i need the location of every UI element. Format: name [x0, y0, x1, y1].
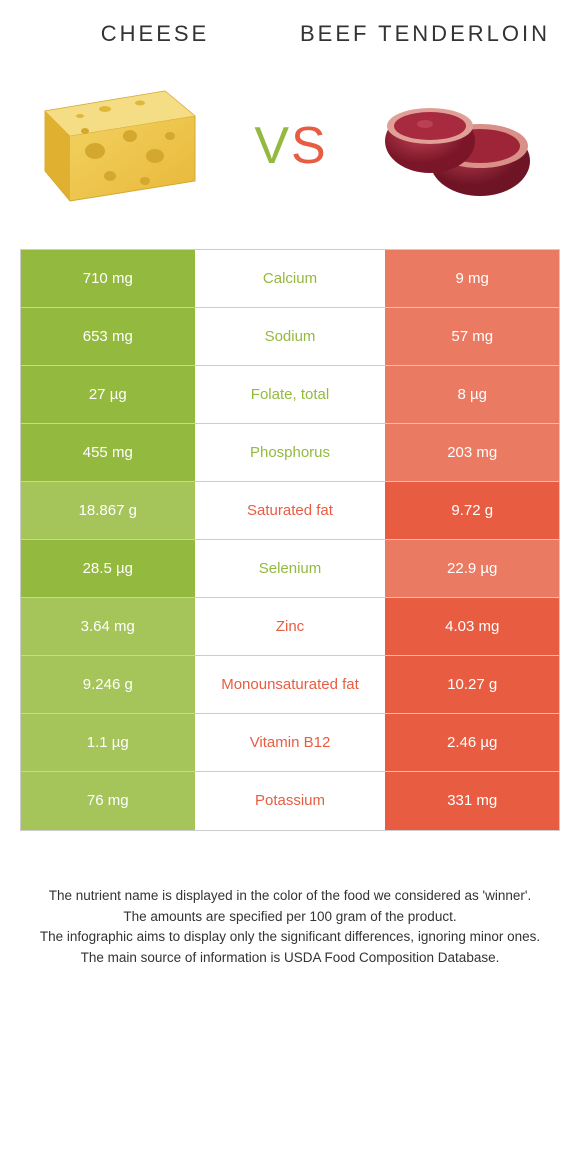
- footer-line-2: The amounts are specified per 100 gram o…: [30, 907, 550, 928]
- cell-right-value: 4.03 mg: [385, 598, 559, 655]
- footer-line-4: The main source of information is USDA F…: [30, 948, 550, 969]
- beef-image: [370, 76, 550, 216]
- vs-row: VS: [0, 59, 580, 249]
- cell-nutrient-name: Calcium: [195, 250, 386, 307]
- table-row: 27 µgFolate, total8 µg: [21, 366, 559, 424]
- cell-nutrient-name: Vitamin B12: [195, 714, 386, 771]
- cell-nutrient-name: Folate, total: [195, 366, 386, 423]
- cell-left-value: 455 mg: [21, 424, 195, 481]
- cheese-image: [30, 76, 210, 216]
- cell-right-value: 22.9 µg: [385, 540, 559, 597]
- cell-nutrient-name: Potassium: [195, 772, 386, 830]
- table-row: 76 mgPotassium331 mg: [21, 772, 559, 830]
- table-row: 710 mgCalcium9 mg: [21, 250, 559, 308]
- footer-line-1: The nutrient name is displayed in the co…: [30, 886, 550, 907]
- cell-right-value: 9 mg: [385, 250, 559, 307]
- cell-left-value: 9.246 g: [21, 656, 195, 713]
- table-row: 653 mgSodium57 mg: [21, 308, 559, 366]
- cell-nutrient-name: Saturated fat: [195, 482, 386, 539]
- cell-nutrient-name: Selenium: [195, 540, 386, 597]
- vs-v: V: [254, 116, 289, 176]
- cell-left-value: 710 mg: [21, 250, 195, 307]
- cell-left-value: 653 mg: [21, 308, 195, 365]
- footer-notes: The nutrient name is displayed in the co…: [0, 831, 580, 990]
- vs-s: S: [291, 116, 326, 176]
- header: Cheese Beef tenderloin: [0, 0, 580, 59]
- cell-nutrient-name: Phosphorus: [195, 424, 386, 481]
- cell-left-value: 76 mg: [21, 772, 195, 830]
- vs-label: VS: [254, 116, 325, 176]
- table-row: 3.64 mgZinc4.03 mg: [21, 598, 559, 656]
- cell-nutrient-name: Monounsaturated fat: [195, 656, 386, 713]
- cell-right-value: 203 mg: [385, 424, 559, 481]
- cell-left-value: 18.867 g: [21, 482, 195, 539]
- cell-left-value: 3.64 mg: [21, 598, 195, 655]
- cell-left-value: 1.1 µg: [21, 714, 195, 771]
- cell-right-value: 57 mg: [385, 308, 559, 365]
- cell-right-value: 10.27 g: [385, 656, 559, 713]
- cell-right-value: 2.46 µg: [385, 714, 559, 771]
- cell-left-value: 27 µg: [21, 366, 195, 423]
- nutrient-table: 710 mgCalcium9 mg653 mgSodium57 mg27 µgF…: [20, 249, 560, 831]
- table-row: 9.246 gMonounsaturated fat10.27 g: [21, 656, 559, 714]
- header-left-title: Cheese: [20, 20, 290, 49]
- cell-right-value: 331 mg: [385, 772, 559, 830]
- table-row: 18.867 gSaturated fat9.72 g: [21, 482, 559, 540]
- table-row: 28.5 µgSelenium22.9 µg: [21, 540, 559, 598]
- header-right-title: Beef tenderloin: [290, 20, 560, 49]
- table-row: 455 mgPhosphorus203 mg: [21, 424, 559, 482]
- footer-line-3: The infographic aims to display only the…: [30, 927, 550, 948]
- cell-nutrient-name: Sodium: [195, 308, 386, 365]
- table-row: 1.1 µgVitamin B122.46 µg: [21, 714, 559, 772]
- cell-left-value: 28.5 µg: [21, 540, 195, 597]
- cell-right-value: 8 µg: [385, 366, 559, 423]
- cell-right-value: 9.72 g: [385, 482, 559, 539]
- cell-nutrient-name: Zinc: [195, 598, 386, 655]
